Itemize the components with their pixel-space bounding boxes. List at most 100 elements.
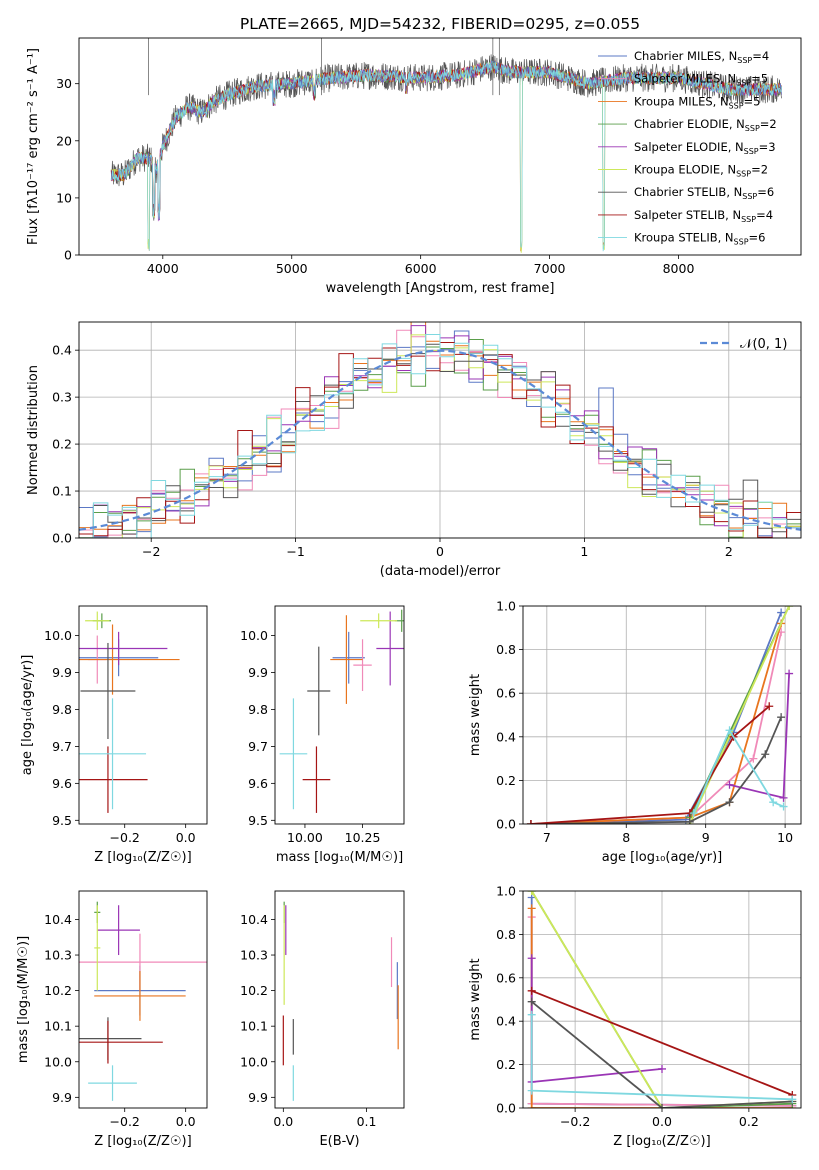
y-tick-label: 9.5 bbox=[52, 813, 72, 828]
gaussian-curve bbox=[79, 349, 801, 531]
spectrum-line bbox=[110, 60, 783, 252]
weight-marker bbox=[527, 954, 536, 963]
y-tick-label: 9.5 bbox=[248, 813, 268, 828]
x-axis-label: Z [log₁₀(Z/Z☉)] bbox=[94, 1134, 191, 1149]
y-tick-label: 0.8 bbox=[496, 642, 516, 657]
weight-marker bbox=[749, 754, 758, 763]
weight-line bbox=[692, 728, 784, 814]
axes-frame bbox=[78, 890, 208, 1109]
x-axis-label: mass [log₁₀(M/M☉)] bbox=[276, 850, 403, 865]
x-tick-label: 4000 bbox=[147, 261, 179, 276]
y-tick-label: 10.2 bbox=[240, 983, 268, 998]
x-tick-label: 8 bbox=[622, 830, 630, 845]
y-tick-label: 0.4 bbox=[496, 729, 516, 744]
weight-marker bbox=[527, 891, 536, 895]
axes-frame bbox=[522, 605, 802, 825]
y-tick-label: 9.9 bbox=[248, 665, 268, 680]
weight-line bbox=[531, 989, 793, 1096]
weight-marker bbox=[725, 780, 734, 789]
legend-entry: Kroupa ELODIE, NSSP=2 bbox=[634, 163, 768, 179]
spectrum-legend: Chabrier MILES, NSSP=4 Salpeter MILES, NS… bbox=[598, 49, 777, 247]
weight-line bbox=[530, 705, 770, 824]
y-tick-label: 0.0 bbox=[496, 817, 516, 832]
legend-entry: Chabrier MILES, NSSP=4 bbox=[634, 49, 769, 65]
legend-entry: Kroupa STELIB, NSSP=6 bbox=[634, 231, 765, 247]
axes-frame bbox=[78, 321, 802, 539]
y-tick-label: 10.3 bbox=[240, 948, 268, 963]
age_vs_Z-axes: −0.2 0.0 9.5 9.6 9.7 9.8 9.9 10.0 Z [log₁₀(Z/Z☉)… bbox=[20, 605, 208, 865]
y-tick-label: 0.1 bbox=[52, 484, 72, 499]
y-tick-label: 0.6 bbox=[496, 686, 516, 701]
legend-entry: Salpeter MILES, NSSP=5 bbox=[634, 72, 768, 88]
y-tick-label: 9.7 bbox=[248, 739, 268, 754]
weight-marker bbox=[777, 713, 786, 722]
weight-marker bbox=[777, 608, 786, 617]
x-tick-label: 0.0 bbox=[652, 1114, 672, 1129]
y-tick-label: 20 bbox=[56, 133, 72, 148]
y-tick-label: 1.0 bbox=[496, 884, 516, 899]
age_vs_mass-axes: 10.00 10.25 9.5 9.6 9.7 9.8 9.9 10.0 mass [log₁₀… bbox=[240, 605, 405, 865]
spectrum-line bbox=[110, 61, 783, 252]
y-tick-label: 10.0 bbox=[44, 1054, 72, 1069]
spectrum-axes: 4000 5000 6000 7000 8000 0 10 20 30 wavelength [A… bbox=[26, 37, 802, 296]
y-tick-label: 10.1 bbox=[240, 1019, 268, 1034]
weight-marker bbox=[527, 904, 536, 913]
mass_vs_ebv-axes: 0.0 0.1 9.9 10.0 10.1 10.2 10.3 10.4 E(B-V) bbox=[240, 890, 405, 1149]
age_vs_mass-plot-area bbox=[279, 609, 404, 813]
legend-entry: Salpeter STELIB, NSSP=4 bbox=[634, 208, 773, 224]
y-tick-label: 0.8 bbox=[496, 927, 516, 942]
spectrum-plot-area bbox=[110, 38, 783, 253]
y-tick-label: 9.6 bbox=[52, 776, 72, 791]
figure-title: PLATE=2665, MJD=54232, FIBERID=0295, z=0… bbox=[240, 15, 640, 33]
x-tick-label: 2 bbox=[725, 544, 733, 559]
x-tick-label: 0.2 bbox=[739, 1114, 759, 1129]
y-axis-label: Normed distribution bbox=[26, 365, 41, 495]
y-tick-label: 0.2 bbox=[496, 773, 516, 788]
weight-line bbox=[530, 716, 782, 824]
legend-entry: Chabrier STELIB, NSSP=6 bbox=[634, 185, 774, 201]
weight-marker bbox=[527, 1086, 536, 1095]
weight-marker bbox=[785, 606, 794, 610]
y-axis-label: Flux [fλ10⁻¹⁷ erg cm⁻² s⁻¹ A⁻¹] bbox=[26, 48, 41, 245]
x-tick-label: 10 bbox=[777, 830, 793, 845]
mass_vs_Z-axes: −0.2 0.0 9.9 10.0 10.1 10.2 10.3 10.4 Z [log₁₀(Z… bbox=[16, 890, 208, 1149]
y-tick-label: 9.8 bbox=[248, 702, 268, 717]
x-tick-label: 10.25 bbox=[345, 830, 381, 845]
mass_vs_Z-plot-area bbox=[79, 901, 207, 1101]
y-tick-label: 0.4 bbox=[52, 343, 72, 358]
weight-marker bbox=[761, 750, 770, 759]
weight-marker bbox=[527, 986, 536, 995]
weight-marker bbox=[779, 802, 788, 811]
x-tick-label: 0.1 bbox=[357, 1114, 377, 1129]
x-axis-label: wavelength [Angstrom, rest frame] bbox=[326, 281, 555, 296]
weight-line bbox=[530, 623, 782, 824]
weight-line bbox=[530, 958, 663, 1083]
weight-marker bbox=[725, 798, 734, 807]
y-tick-label: 30 bbox=[56, 76, 72, 91]
y-axis-label: mass [log₁₀(M/M☉)] bbox=[16, 936, 31, 1063]
weight-marker bbox=[527, 1010, 536, 1019]
x-tick-label: 0.0 bbox=[273, 1114, 293, 1129]
x-axis-label: Z [log₁₀(Z/Z☉)] bbox=[94, 850, 191, 865]
axes-frame bbox=[522, 890, 802, 1109]
weight-line bbox=[688, 606, 790, 824]
y-axis-label: mass weight bbox=[468, 674, 483, 756]
spectrum-line bbox=[110, 59, 782, 216]
x-tick-label: 0.0 bbox=[176, 1114, 196, 1129]
weight-marker bbox=[769, 798, 778, 807]
weight-line bbox=[530, 612, 782, 824]
weight-marker bbox=[785, 669, 794, 678]
weight_vs_Z-plot-area bbox=[523, 891, 801, 1108]
axes-frame bbox=[78, 37, 802, 256]
weight-marker bbox=[788, 1095, 797, 1104]
y-tick-label: 0.6 bbox=[496, 970, 516, 985]
x-tick-label: 9 bbox=[702, 830, 710, 845]
x-tick-label: 10.00 bbox=[287, 830, 323, 845]
x-tick-label: 0 bbox=[436, 544, 444, 559]
axes-frame bbox=[274, 890, 405, 1109]
y-axis-label: age [log₁₀(age/yr)] bbox=[20, 655, 35, 776]
x-axis-label: age [log₁₀(age/yr)] bbox=[602, 850, 723, 865]
weight_vs_age-plot-area bbox=[523, 606, 801, 824]
